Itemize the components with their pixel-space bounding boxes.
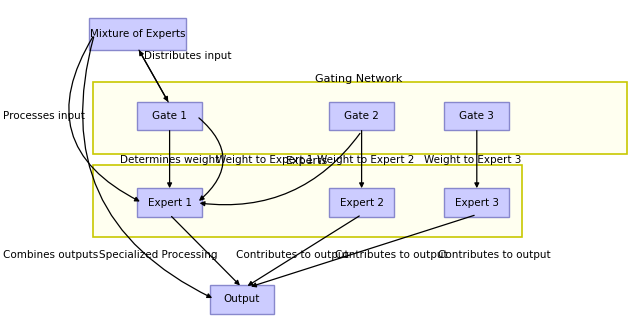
Text: Expert 2: Expert 2 [340,198,383,208]
Text: Mixture of Experts: Mixture of Experts [90,29,186,39]
Text: Distributes input: Distributes input [144,51,232,61]
Text: Weight to Expert 3: Weight to Expert 3 [424,155,522,165]
FancyArrowPatch shape [201,133,360,206]
Text: Expert 1: Expert 1 [148,198,191,208]
Text: Weight to Expert 1: Weight to Expert 1 [216,155,314,165]
FancyBboxPatch shape [210,285,275,314]
Text: Processes input: Processes input [3,111,85,121]
FancyBboxPatch shape [445,102,509,130]
FancyArrowPatch shape [83,37,211,298]
Text: Contributes to output: Contributes to output [438,250,551,260]
FancyBboxPatch shape [445,188,509,217]
FancyBboxPatch shape [329,188,394,217]
FancyBboxPatch shape [138,102,202,130]
Text: Output: Output [224,294,260,304]
FancyArrowPatch shape [69,37,139,201]
Text: Combines outputs: Combines outputs [3,250,99,260]
FancyBboxPatch shape [329,102,394,130]
Text: Gating Network: Gating Network [315,74,402,84]
Text: Gate 1: Gate 1 [152,111,187,121]
Text: Weight to Expert 2: Weight to Expert 2 [317,155,414,165]
FancyBboxPatch shape [89,18,186,50]
FancyBboxPatch shape [93,82,627,154]
Text: Contributes to output: Contributes to output [335,250,447,260]
Text: Expert 3: Expert 3 [455,198,499,208]
Text: Experts: Experts [286,156,328,166]
Text: Gate 3: Gate 3 [460,111,494,121]
Text: Specialized Processing: Specialized Processing [99,250,218,260]
Text: Gate 2: Gate 2 [344,111,379,121]
FancyBboxPatch shape [138,188,202,217]
Text: Determines weight: Determines weight [120,155,220,165]
FancyArrowPatch shape [199,118,223,200]
Text: Contributes to output: Contributes to output [236,250,348,260]
FancyBboxPatch shape [93,165,522,237]
